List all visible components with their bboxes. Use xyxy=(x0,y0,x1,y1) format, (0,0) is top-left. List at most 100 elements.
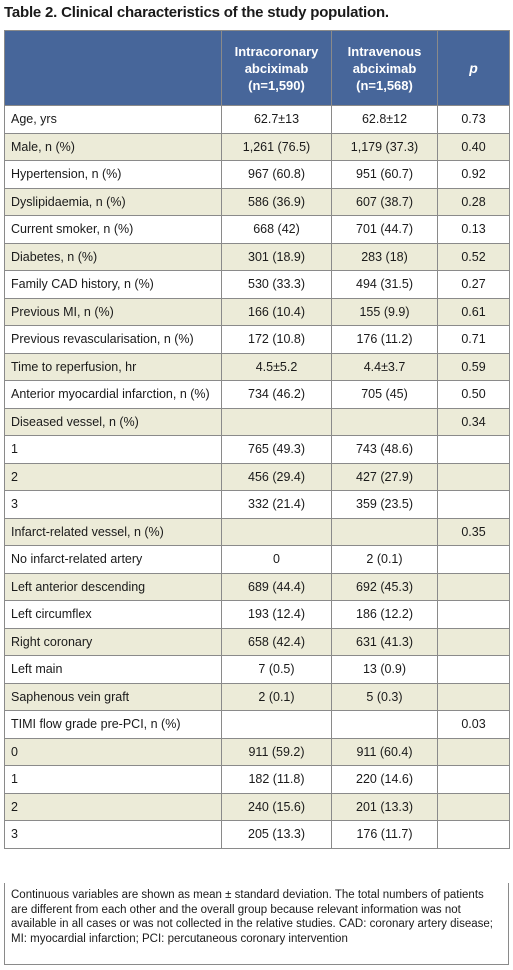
table-row: 1 765 (49.3) 743 (48.6) xyxy=(4,435,510,464)
row-label: Right coronary xyxy=(4,627,222,656)
row-label: Saphenous vein graft xyxy=(4,682,222,711)
header-p-value: p xyxy=(437,30,510,106)
row-label: Hypertension, n (%) xyxy=(4,160,222,189)
row-label: 1 xyxy=(4,765,222,794)
intravenous-value: 176 (11.2) xyxy=(331,325,438,354)
table-row: No infarct-related artery 0 2 (0.1) xyxy=(4,545,510,574)
row-label: Left anterior descending xyxy=(4,572,222,601)
intravenous-value: 13 (0.9) xyxy=(331,655,438,684)
header-intracoronary-line1: Intracoronary xyxy=(234,43,319,59)
p-value: 0.59 xyxy=(437,352,510,381)
table-header-row: Intracoronary abciximab (n=1,590) Intrav… xyxy=(4,30,510,106)
table-row: Previous MI, n (%) 166 (10.4) 155 (9.9) 0.6… xyxy=(4,297,510,326)
intracoronary-value: 658 (42.4) xyxy=(221,627,332,656)
table-row: Hypertension, n (%) 967 (60.8) 951 (60.7) 0… xyxy=(4,160,510,189)
table-row: 0 911 (59.2) 911 (60.4) xyxy=(4,737,510,766)
intravenous-value: 155 (9.9) xyxy=(331,297,438,326)
row-label: No infarct-related artery xyxy=(4,545,222,574)
intracoronary-value xyxy=(221,710,332,739)
intravenous-value: 186 (12.2) xyxy=(331,600,438,629)
table-row: 2 240 (15.6) 201 (13.3) xyxy=(4,792,510,821)
p-value xyxy=(437,792,510,821)
p-value: 0.35 xyxy=(437,517,510,546)
header-intravenous-line3: (n=1,568) xyxy=(356,77,413,93)
table-row: Anterior myocardial infarction, n (%) 734… xyxy=(4,380,510,409)
p-value xyxy=(437,572,510,601)
intravenous-value xyxy=(331,710,438,739)
intracoronary-value: 240 (15.6) xyxy=(221,792,332,821)
intravenous-value: 201 (13.3) xyxy=(331,792,438,821)
p-value: 0.27 xyxy=(437,270,510,299)
row-label: Anterior myocardial infarction, n (%) xyxy=(4,380,222,409)
row-label: Family CAD history, n (%) xyxy=(4,270,222,299)
row-label: Male, n (%) xyxy=(4,132,222,161)
intravenous-value: 607 (38.7) xyxy=(331,187,438,216)
intracoronary-value: 7 (0.5) xyxy=(221,655,332,684)
intracoronary-value: 301 (18.9) xyxy=(221,242,332,271)
p-value: 0.61 xyxy=(437,297,510,326)
intracoronary-value: 689 (44.4) xyxy=(221,572,332,601)
intracoronary-value: 166 (10.4) xyxy=(221,297,332,326)
row-label: Left main xyxy=(4,655,222,684)
intracoronary-value: 2 (0.1) xyxy=(221,682,332,711)
row-label: 0 xyxy=(4,737,222,766)
intravenous-value: 4.4±3.7 xyxy=(331,352,438,381)
intravenous-value: 359 (23.5) xyxy=(331,490,438,519)
p-value xyxy=(437,820,510,849)
p-value xyxy=(437,545,510,574)
clinical-characteristics-table: Intracoronary abciximab (n=1,590) Intrav… xyxy=(4,30,510,849)
p-value xyxy=(437,600,510,629)
intracoronary-value: 967 (60.8) xyxy=(221,160,332,189)
row-label: 1 xyxy=(4,435,222,464)
table-row: 2 456 (29.4) 427 (27.9) xyxy=(4,462,510,491)
table-row: Saphenous vein graft 2 (0.1) 5 (0.3) xyxy=(4,682,510,711)
table-row: Left anterior descending 689 (44.4) 692 (4… xyxy=(4,572,510,601)
table-row: Diseased vessel, n (%) 0.34 xyxy=(4,407,510,436)
table-row: Left circumflex 193 (12.4) 186 (12.2) xyxy=(4,600,510,629)
row-label: Infarct-related vessel, n (%) xyxy=(4,517,222,546)
table-row: Current smoker, n (%) 668 (42) 701 (44.7) 0… xyxy=(4,215,510,244)
header-intracoronary-line3: (n=1,590) xyxy=(248,77,305,93)
row-label: Previous revascularisation, n (%) xyxy=(4,325,222,354)
row-label: TIMI flow grade pre-PCI, n (%) xyxy=(4,710,222,739)
table-row: Infarct-related vessel, n (%) 0.35 xyxy=(4,517,510,546)
intracoronary-value: 0 xyxy=(221,545,332,574)
intracoronary-value: 734 (46.2) xyxy=(221,380,332,409)
intravenous-value: 743 (48.6) xyxy=(331,435,438,464)
row-label: Dyslipidaemia, n (%) xyxy=(4,187,222,216)
intravenous-value: 911 (60.4) xyxy=(331,737,438,766)
table-row: TIMI flow grade pre-PCI, n (%) 0.03 xyxy=(4,710,510,739)
intravenous-value: 427 (27.9) xyxy=(331,462,438,491)
p-value: 0.34 xyxy=(437,407,510,436)
table-body: Age, yrs 62.7±13 62.8±12 0.73 Male, n (%) 1,2… xyxy=(4,105,510,849)
row-label: Time to reperfusion, hr xyxy=(4,352,222,381)
row-label: Diabetes, n (%) xyxy=(4,242,222,271)
p-value xyxy=(437,462,510,491)
table-row: Male, n (%) 1,261 (76.5) 1,179 (37.3) 0.40 xyxy=(4,132,510,161)
table-footnote: Continuous variables are shown as mean ±… xyxy=(4,883,509,965)
intravenous-value xyxy=(331,517,438,546)
intracoronary-value: 586 (36.9) xyxy=(221,187,332,216)
p-value: 0.13 xyxy=(437,215,510,244)
intracoronary-value: 668 (42) xyxy=(221,215,332,244)
row-label: 3 xyxy=(4,490,222,519)
row-label: 2 xyxy=(4,792,222,821)
header-intracoronary-line2: abciximab xyxy=(244,60,309,76)
intracoronary-value: 765 (49.3) xyxy=(221,435,332,464)
p-value: 0.92 xyxy=(437,160,510,189)
intravenous-value: 692 (45.3) xyxy=(331,572,438,601)
p-value xyxy=(437,655,510,684)
intravenous-value: 701 (44.7) xyxy=(331,215,438,244)
intracoronary-value: 193 (12.4) xyxy=(221,600,332,629)
table-row: Time to reperfusion, hr 4.5±5.2 4.4±3.7 0.5… xyxy=(4,352,510,381)
row-label: Current smoker, n (%) xyxy=(4,215,222,244)
row-label: Age, yrs xyxy=(4,105,222,134)
intravenous-value: 176 (11.7) xyxy=(331,820,438,849)
p-value: 0.52 xyxy=(437,242,510,271)
intravenous-value: 494 (31.5) xyxy=(331,270,438,299)
p-value xyxy=(437,682,510,711)
table-row: Right coronary 658 (42.4) 631 (41.3) xyxy=(4,627,510,656)
intracoronary-value: 4.5±5.2 xyxy=(221,352,332,381)
table-row: Age, yrs 62.7±13 62.8±12 0.73 xyxy=(4,105,510,134)
header-intravenous: Intravenous abciximab (n=1,568) xyxy=(331,30,438,106)
